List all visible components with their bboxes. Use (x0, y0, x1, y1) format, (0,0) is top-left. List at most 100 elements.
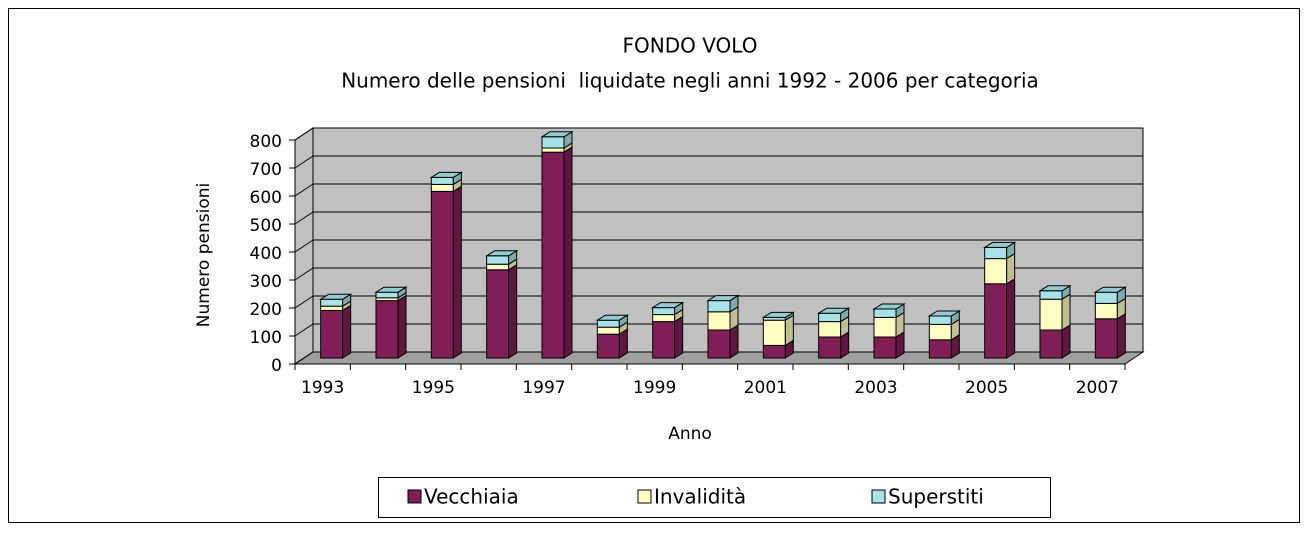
bar-side (729, 324, 739, 359)
bar-segment (652, 307, 676, 316)
y-axis-label: Numero pensioni (194, 183, 214, 327)
bar-segment (984, 283, 1008, 359)
bar-top (429, 171, 464, 178)
bar-top (706, 295, 740, 302)
bar-top (761, 311, 796, 318)
x-tick-label: 1999 (633, 378, 676, 398)
grid-line-side (294, 183, 314, 197)
bar-segment (928, 339, 952, 359)
bar-side (508, 263, 518, 359)
y-tick-label: 100 (250, 328, 282, 348)
bar-side (452, 185, 462, 359)
y-tick-label: 300 (250, 272, 282, 292)
bar-top (816, 307, 851, 314)
legend-swatch (871, 489, 886, 504)
grid-line-side (294, 295, 314, 309)
bar-segment (873, 308, 897, 318)
bar-top (374, 286, 408, 293)
bar-segment (1094, 318, 1118, 359)
bar-side (1006, 277, 1016, 359)
bar-segment (541, 136, 565, 149)
bar-segment (1094, 291, 1118, 304)
y-tick-label: 600 (250, 188, 282, 208)
bar-top (1093, 286, 1128, 293)
x-tick-label: 1997 (522, 378, 565, 398)
bar-segment (1039, 290, 1063, 300)
bar-segment (707, 329, 731, 359)
bar-segment (596, 319, 620, 328)
bar-segment (873, 336, 897, 359)
y-tick-label: 400 (250, 244, 282, 264)
bar-segment (596, 333, 620, 359)
bar-side (1061, 324, 1071, 359)
bar-segment (984, 246, 1008, 260)
bar-top (872, 303, 906, 310)
y-tick-label: 200 (250, 300, 282, 320)
bar-segment (818, 336, 842, 359)
x-axis-label: Anno (668, 424, 712, 444)
y-tick-label: 500 (250, 216, 282, 236)
bar-segment (541, 147, 565, 153)
bar-segment (486, 255, 510, 265)
bar-top (484, 250, 519, 257)
bar-segment (762, 344, 786, 359)
legend-label: Superstiti (888, 485, 984, 509)
bar-segment (430, 183, 454, 192)
bar-segment (486, 269, 510, 359)
bar-segment (818, 321, 842, 338)
bar-top (982, 241, 1017, 248)
bar-segment (762, 319, 786, 346)
bar-segment (984, 258, 1008, 285)
bar-segment (652, 314, 676, 323)
bar-segment (430, 176, 454, 185)
bar-segment (430, 190, 454, 359)
chart-title: FONDO VOLO (623, 34, 758, 58)
bar-side (397, 294, 407, 359)
bar-segment (707, 311, 731, 331)
legend-label: Invalidità (654, 485, 746, 509)
bar-top (318, 293, 353, 300)
bar-side (342, 304, 352, 359)
grid-line-side (294, 267, 314, 281)
bar-side (674, 315, 684, 359)
bar-segment (320, 298, 344, 307)
grid-line-side (294, 211, 314, 225)
bar-segment (375, 291, 399, 299)
bar-segment (1039, 329, 1063, 359)
bar-segment (320, 305, 344, 311)
bar-segment (928, 323, 952, 341)
grid-line-side (294, 351, 314, 365)
bar-segment (652, 321, 676, 359)
bar-segment (541, 151, 565, 359)
x-tick-label: 2005 (965, 378, 1008, 398)
grid-line-side (294, 127, 314, 141)
bar-segment (375, 300, 399, 359)
y-tick-label: 700 (250, 160, 282, 180)
legend-box (378, 477, 1051, 518)
bar-top (540, 131, 574, 138)
x-tick-label: 1995 (412, 378, 455, 398)
bar-segment (320, 309, 344, 359)
bar-segment (873, 316, 897, 338)
x-tick-label: 2001 (744, 378, 787, 398)
bar-segment (1039, 298, 1063, 331)
legend-label: Vecchiaia (424, 485, 519, 509)
bar-top (927, 310, 962, 317)
x-tick-label: 2007 (1076, 378, 1119, 398)
x-tick-label: 2003 (854, 378, 897, 398)
bar-top (595, 314, 630, 321)
legend-swatch (637, 489, 652, 504)
bar-side (1061, 293, 1071, 331)
bar-side (1116, 312, 1126, 359)
bar-segment (707, 300, 731, 313)
y-tick-label: 0 (271, 356, 282, 376)
x-tick-label: 1993 (301, 378, 344, 398)
grid-line-side (294, 323, 314, 337)
grid-line-side (294, 155, 314, 169)
bar-side (563, 146, 573, 359)
bar-segment (1094, 302, 1118, 320)
chart-subtitle: Numero delle pensioni liquidate negli an… (341, 69, 1039, 93)
bar-segment (928, 315, 952, 325)
bar-top (650, 302, 685, 309)
y-tick-label: 800 (250, 132, 282, 152)
